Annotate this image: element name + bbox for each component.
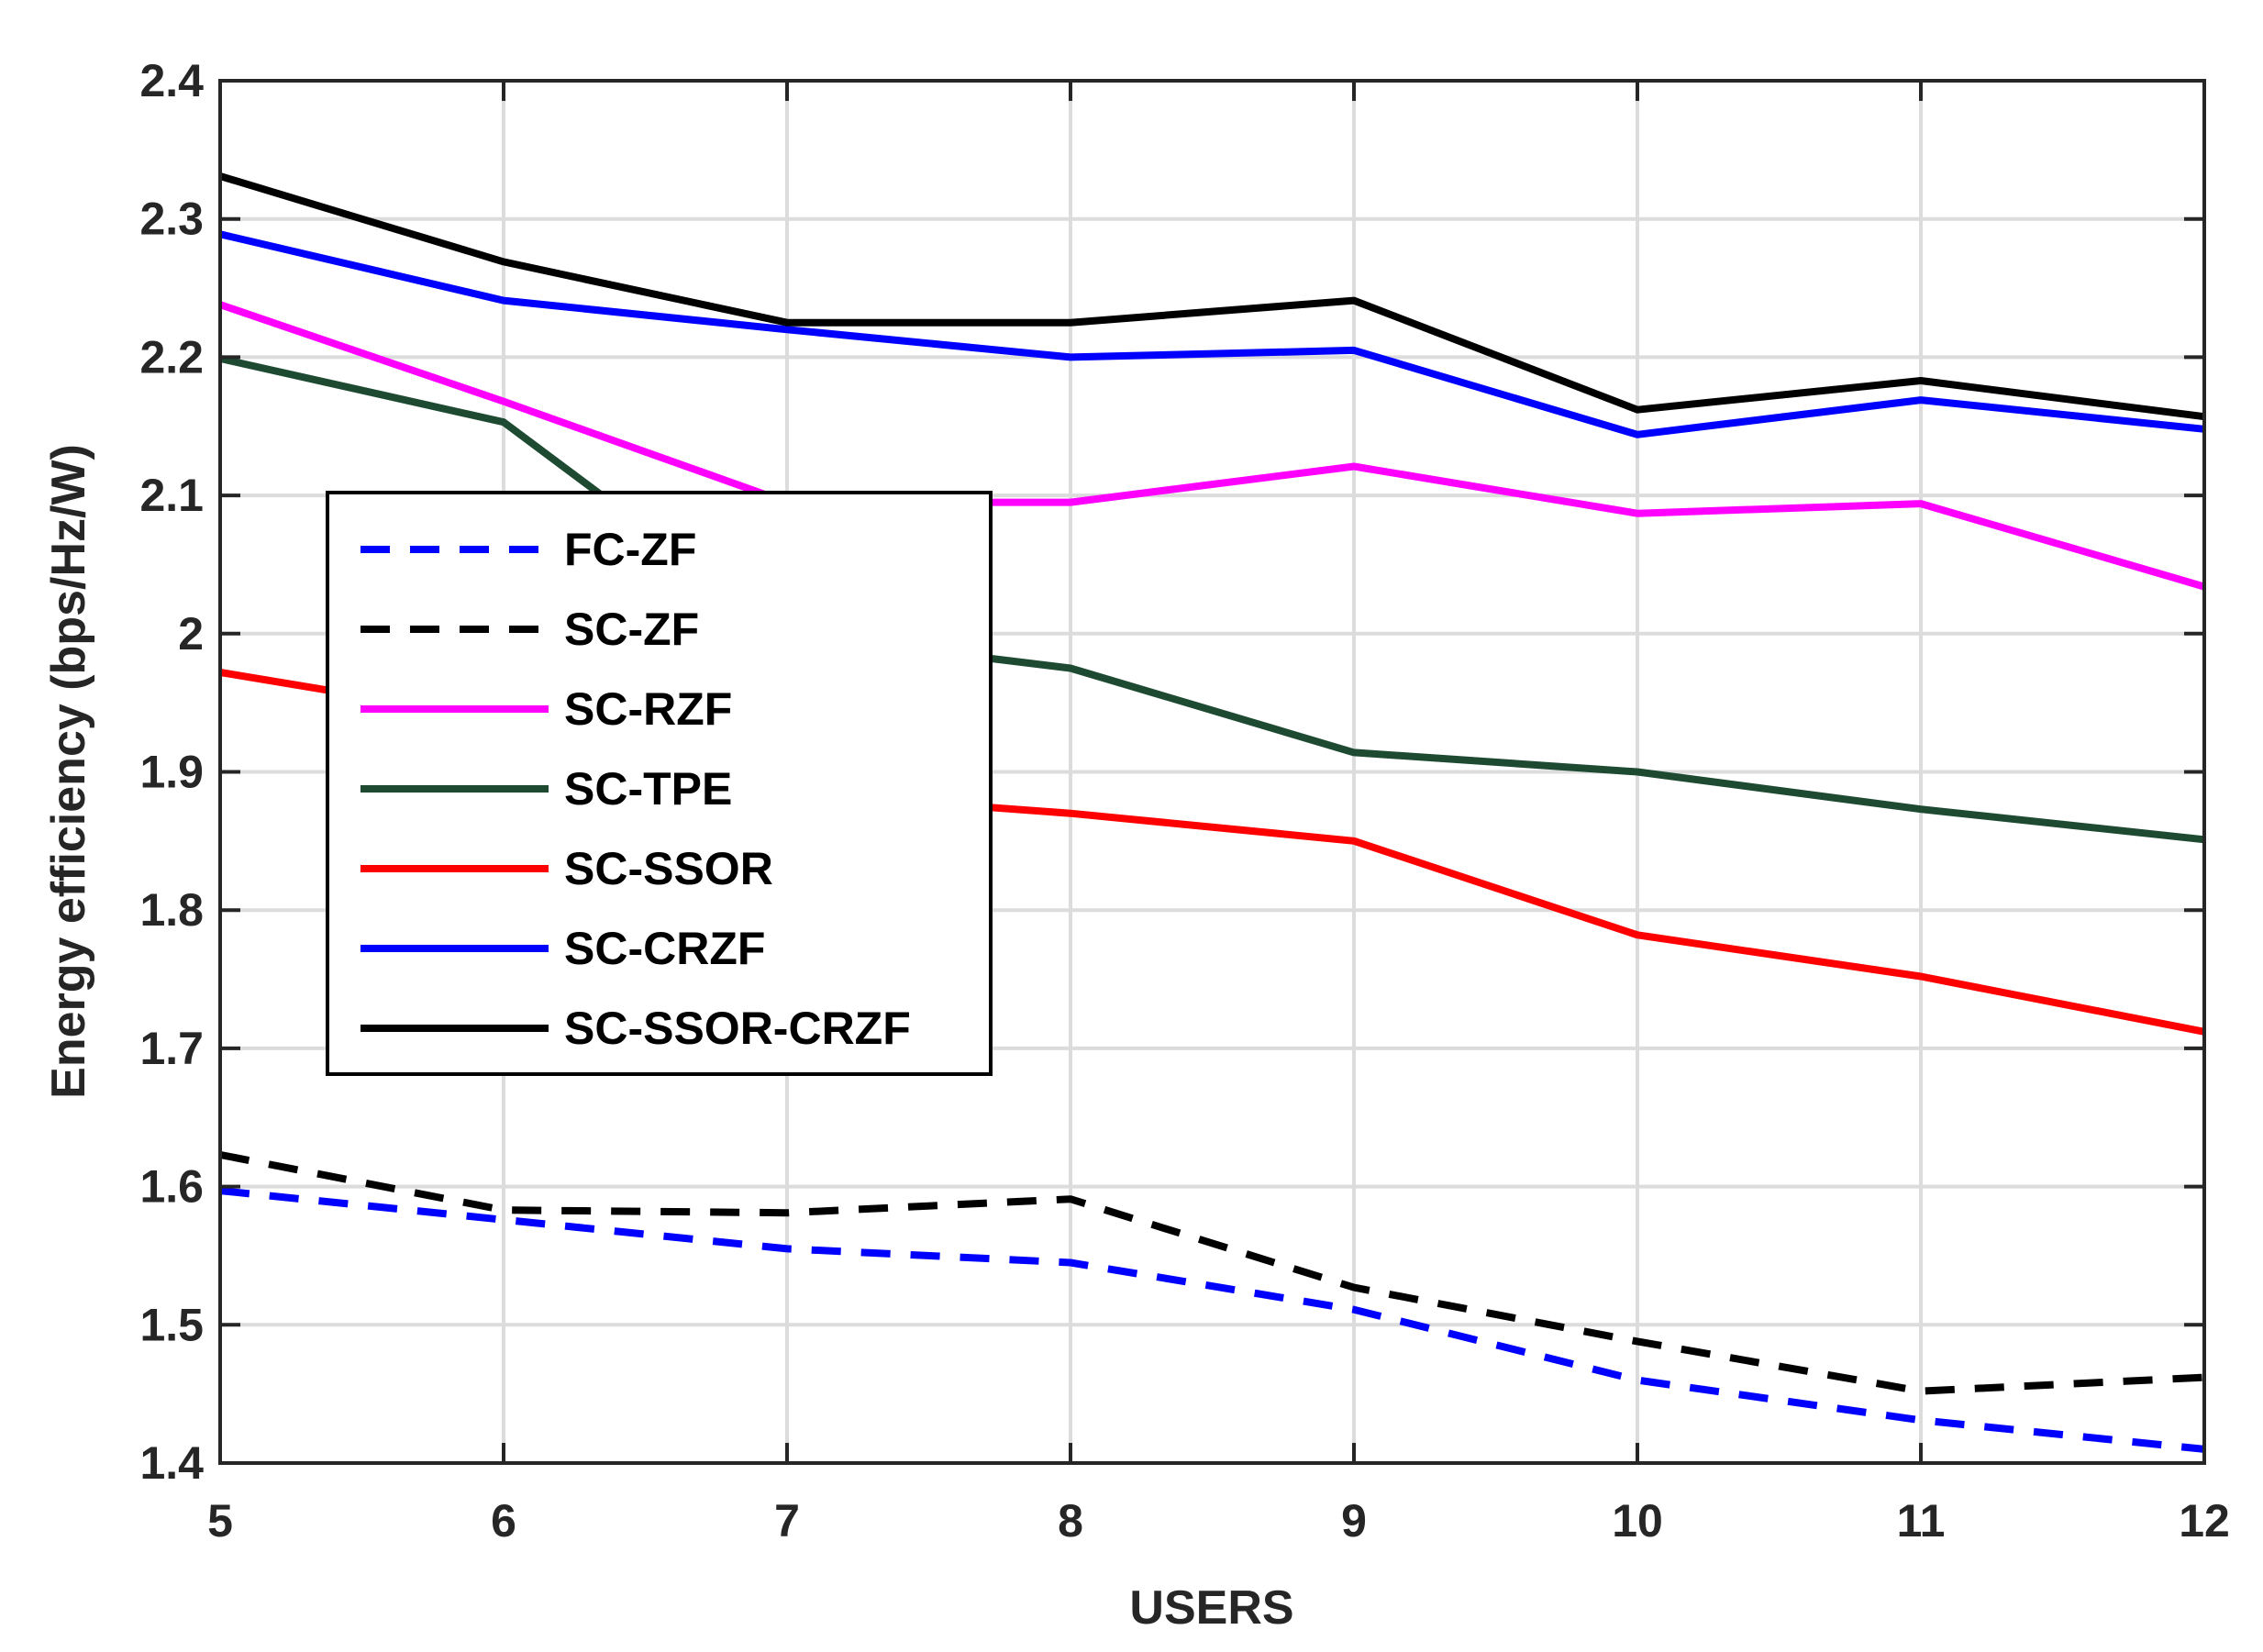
x-tick-label: 8: [1058, 1495, 1083, 1547]
legend: FC-ZF SC-ZF SC-RZF SC-TPE SC-SSOR SC-CRZF SC-S…: [326, 491, 993, 1076]
series-line-sc-zf: [219, 1150, 2205, 1395]
legend-item-sc-ssor-crzf: SC-SSOR-CRZF: [361, 1003, 911, 1054]
legend-item-sc-rzf: SC-RZF: [361, 683, 732, 735]
legend-item-sc-zf: SC-ZF: [361, 604, 699, 655]
y-tick-label: 2.2: [139, 331, 204, 383]
legend-label: SC-TPE: [564, 763, 732, 815]
legend-label: SC-ZF: [564, 604, 699, 655]
y-tick-label: 2.3: [139, 194, 204, 245]
y-tick-label: 2.4: [139, 55, 204, 106]
legend-item-sc-tpe: SC-TPE: [361, 763, 732, 815]
y-tick-label: 1.9: [139, 747, 204, 798]
x-tick-label: 10: [1612, 1495, 1663, 1547]
legend-item-fc-zf: FC-ZF: [361, 524, 696, 575]
series-line-sc-crzf: [219, 230, 2205, 438]
legend-label: SC-CRZF: [564, 923, 765, 974]
legend-item-sc-ssor: SC-SSOR: [361, 843, 773, 894]
y-tick-label: 2.1: [139, 470, 204, 521]
legend-item-sc-crzf: SC-CRZF: [361, 923, 765, 974]
y-tick-label: 1.6: [139, 1161, 204, 1213]
series-line-sc-ssor-crzf: [218, 172, 2205, 421]
legend-label: SC-RZF: [564, 683, 732, 735]
axis-ticks: 5 6 7 8 9 10 11 12 1.4 1.5 1.6 1.7 1.8 1.9 2 2.1 2.2 2.3 2…: [139, 55, 2229, 1547]
y-tick-label: 1.5: [139, 1299, 204, 1350]
series-line-sc-tpe: [219, 354, 2205, 844]
legend-label: SC-SSOR: [564, 843, 773, 894]
x-tick-label: 12: [2179, 1495, 2230, 1547]
series-line-fc-zf: [219, 1187, 2205, 1453]
x-axis-title: USERS: [1129, 1581, 1293, 1635]
legend-label: FC-ZF: [564, 524, 696, 575]
x-tick-label: 7: [774, 1495, 800, 1547]
y-axis-title: Energy efficiency (bps/Hz/W): [42, 444, 95, 1099]
x-tick-label: 9: [1341, 1495, 1367, 1547]
y-tick-label: 2: [178, 608, 204, 660]
x-tick-label: 6: [491, 1495, 516, 1547]
legend-label: SC-SSOR-CRZF: [564, 1003, 911, 1054]
legend-box: [326, 491, 993, 1076]
x-tick-label: 5: [207, 1495, 233, 1547]
y-tick-label: 1.7: [139, 1023, 204, 1074]
y-tick-label: 1.4: [139, 1437, 204, 1489]
series-line-sc-rzf: [218, 301, 2206, 591]
x-tick-label: 11: [1897, 1495, 1946, 1547]
y-tick-label: 1.8: [139, 884, 204, 936]
